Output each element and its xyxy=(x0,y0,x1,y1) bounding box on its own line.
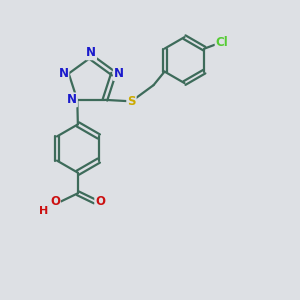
Text: Cl: Cl xyxy=(216,36,228,49)
Text: N: N xyxy=(86,46,96,59)
Text: O: O xyxy=(50,195,60,208)
Text: N: N xyxy=(67,93,77,106)
Text: N: N xyxy=(58,67,68,80)
Text: S: S xyxy=(127,95,136,108)
Text: N: N xyxy=(114,67,124,80)
Text: H: H xyxy=(39,206,48,216)
Text: O: O xyxy=(95,195,105,208)
